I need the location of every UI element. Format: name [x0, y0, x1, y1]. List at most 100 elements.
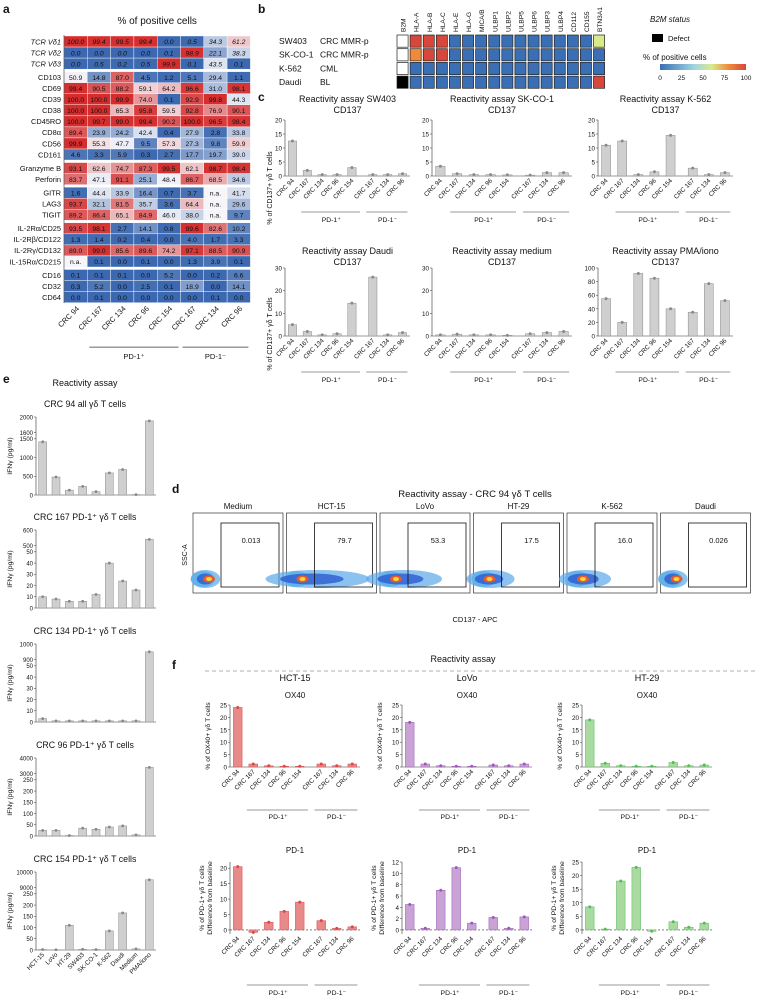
cell-value: 3.3 [94, 152, 104, 159]
data-point [455, 332, 459, 336]
data-point [67, 719, 71, 723]
ligand-cell [449, 34, 461, 48]
y-axis-label: % of CD137+ γδ T cells [267, 297, 274, 371]
x-tick-label: CRC 96 [687, 935, 708, 956]
x-tick-label: CRC 96 [507, 768, 528, 789]
bar [105, 562, 114, 609]
data-point [320, 333, 324, 337]
col-label: CRC 96 [219, 304, 244, 329]
ligand-cell [475, 62, 488, 75]
cell-value: 89.0 [69, 248, 82, 255]
ligand-label: ULBP2 [505, 11, 512, 32]
data-point [298, 764, 302, 768]
cell-value: 27.9 [186, 130, 199, 137]
cell-value: 81.5 [116, 201, 129, 208]
cell-value: 43.5 [209, 61, 222, 68]
group-label: PD-1⁻ [327, 990, 346, 997]
data-point [121, 719, 125, 723]
cell-value: 96.6 [186, 86, 199, 93]
data-point [438, 164, 442, 168]
y-tick-label: 10 [220, 897, 228, 904]
cell-value: 100.0 [90, 97, 107, 104]
cell-value: 100.0 [67, 108, 84, 115]
group-label: PD-1⁺ [269, 814, 288, 821]
cell-value: 57.3 [162, 141, 175, 148]
data-point [121, 824, 125, 828]
panel-f-header: Reactivity assay [430, 654, 496, 664]
panel-a-heatmap: % of positive cells TCR Vδ1 100.0 99.4 99.5 9… [9, 16, 251, 361]
ligand-cell [488, 48, 501, 62]
ligand-cell [435, 75, 448, 89]
cell-value: 0.0 [118, 50, 128, 57]
ligand-cell [553, 48, 566, 62]
group-label: PD-1⁺ [621, 814, 640, 821]
cell-value: 38.3 [232, 50, 245, 57]
cell-value: 0.1 [164, 97, 174, 104]
bar [91, 594, 101, 609]
ligand-label: ULBP6 [532, 11, 539, 32]
y-axis-label: Difference from baseline [207, 861, 214, 935]
ligand-cell [409, 75, 422, 89]
data-point [636, 173, 640, 177]
cell-value: 5.2 [94, 284, 104, 291]
flow-plot-title: Medium [224, 502, 253, 511]
data-point [350, 925, 354, 929]
y-tick-label: 15 [220, 727, 228, 734]
bar [488, 917, 498, 931]
ligand-cell [593, 62, 605, 75]
y-tick-label: 40 [588, 306, 596, 313]
data-point [652, 170, 656, 174]
data-point [371, 173, 375, 177]
y-tick-label: 0 [30, 493, 34, 499]
cell-value: 0.1 [164, 50, 174, 57]
data-point [562, 171, 566, 175]
data-point [562, 329, 566, 333]
ligand-cell [488, 34, 501, 48]
data-point [634, 865, 638, 869]
cell-value: 0.1 [164, 284, 174, 291]
ligand-label: CD112 [571, 12, 578, 32]
ligand-cell [488, 75, 501, 89]
chart-subtitle: OX40 [457, 691, 478, 700]
gate [501, 522, 560, 588]
y-tick-label: 25 [220, 703, 228, 710]
y-tick-label: 50 [26, 937, 33, 943]
chart-subtitle: OX40 [285, 691, 306, 700]
cell-value: 89.4 [69, 130, 82, 137]
data-point [636, 271, 640, 275]
data-point [290, 139, 294, 143]
data-point [350, 166, 354, 170]
data-point [147, 419, 151, 423]
data-point [290, 323, 294, 327]
flow-plot-title: LoVo [416, 502, 435, 511]
data-point [67, 834, 71, 837]
cell-value: 10.2 [232, 226, 245, 233]
data-point [320, 173, 324, 177]
bar [665, 135, 676, 177]
group-label: PD-1⁻ [679, 814, 698, 821]
cell-value: 100.0 [67, 119, 84, 126]
y-tick-label: 20 [588, 320, 596, 327]
y-tick-label: 20 [422, 118, 430, 125]
cell-value: 0.4 [141, 237, 151, 244]
cell-value: 0.1 [118, 273, 128, 280]
group-label: PD-1⁻ [499, 990, 518, 997]
cell-value: n.a. [210, 201, 221, 208]
flow-y-label: SSC-A [182, 544, 189, 566]
cell-value: n.a. [70, 259, 81, 266]
legend-title: B2M status [650, 15, 690, 24]
cell-value: 32.1 [92, 201, 105, 208]
cell-value: 64.2 [162, 86, 175, 93]
gate [220, 522, 280, 588]
ligand-label: MICA/B [479, 9, 486, 32]
y-tick-label: 500 [23, 544, 34, 550]
cell-value: 1.3 [71, 237, 81, 244]
data-point [522, 915, 526, 919]
y-tick-label: 15 [392, 727, 400, 734]
cell-value: 0.0 [164, 237, 174, 244]
cell-value: 2.5 [141, 284, 151, 291]
cell-value: 50.9 [69, 75, 82, 82]
data-point [603, 761, 607, 765]
y-tick-label: 10 [275, 311, 283, 318]
